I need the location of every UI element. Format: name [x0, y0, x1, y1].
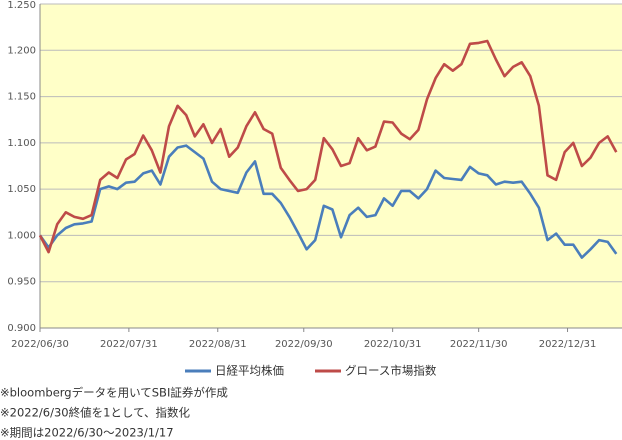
y-tick-label: 1.050 — [7, 184, 36, 195]
x-tick-label: 2022/11/30 — [450, 339, 508, 350]
y-tick-label: 0.900 — [7, 323, 36, 334]
y-tick-label: 1.200 — [7, 45, 36, 56]
y-tick-label: 1.250 — [7, 0, 36, 11]
x-tick-label: 2022/06/30 — [11, 339, 69, 350]
y-tick-label: 1.000 — [7, 230, 36, 241]
note: ※期間は2022/6/30～2023/1/17 — [0, 426, 174, 440]
note: ※2022/6/30終値を1として、指数化 — [0, 406, 190, 420]
legend-label: 日経平均株価 — [215, 364, 284, 378]
x-tick-label: 2022/08/31 — [189, 339, 247, 350]
x-tick-label: 2022/07/31 — [100, 339, 158, 350]
x-tick-label: 2022/09/30 — [275, 339, 333, 350]
plot-area — [40, 4, 622, 328]
series-line — [38, 39, 618, 254]
x-tick-label: 2022/10/31 — [364, 339, 422, 350]
y-tick-label: 1.100 — [7, 138, 36, 149]
y-tick-label: 1.150 — [7, 92, 36, 103]
legend-label: グロース市場指数 — [345, 364, 437, 378]
y-tick-label: 0.950 — [7, 277, 36, 288]
series-line — [38, 144, 618, 259]
note: ※bloombergデータを用いてSBI証券が作成 — [0, 386, 228, 400]
x-tick-label: 2022/12/31 — [539, 339, 597, 350]
